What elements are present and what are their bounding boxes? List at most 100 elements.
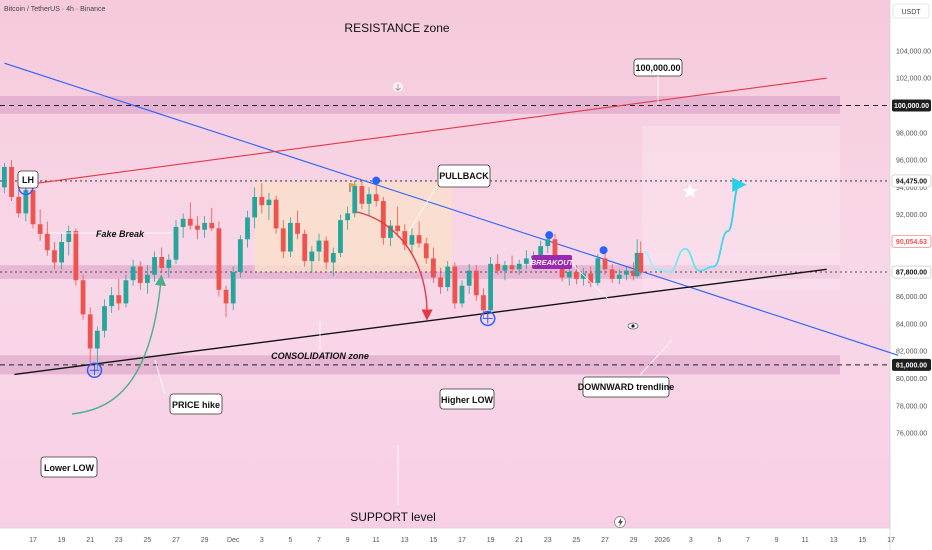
candle-body — [152, 257, 157, 275]
trendline-downward — [4, 62, 899, 356]
candle — [145, 265, 150, 294]
candle-body — [37, 224, 43, 234]
price-tag-label: 81,000.00 — [896, 362, 927, 369]
candle — [73, 228, 79, 286]
y-tick-label: 86,000.00 — [896, 294, 927, 301]
marker-dot-touch-2 — [599, 246, 608, 255]
candle-body — [502, 265, 508, 271]
candle — [123, 274, 129, 308]
candle-body — [431, 258, 436, 278]
candle — [266, 192, 272, 221]
x-tick-label: 7 — [317, 537, 321, 544]
x-tick-label: 15 — [859, 537, 867, 544]
y-tick-label: 82,000.00 — [896, 349, 927, 356]
y-tick-label: 80,000.00 — [896, 376, 927, 383]
candle — [359, 179, 365, 210]
candle-body — [195, 225, 200, 230]
price-tag-label: 87,800.00 — [896, 270, 927, 277]
breakout-label: BREAKOUT — [531, 258, 575, 267]
marker-ring-higher-low — [479, 310, 496, 327]
candle-body — [30, 190, 36, 225]
candle — [173, 220, 179, 264]
candle — [509, 255, 515, 274]
x-tick-label: 3 — [689, 537, 693, 544]
candle — [187, 202, 193, 230]
candle — [30, 188, 36, 229]
candle — [66, 225, 72, 256]
x-tick-label: 17 — [458, 537, 466, 544]
lh-label: LH — [22, 175, 34, 185]
symbol-header: Bitcoin / TetherUS · 4h · Binance — [4, 6, 106, 13]
candle — [87, 307, 93, 365]
lower-low-label: Lower LOW — [44, 463, 95, 473]
lh-label-box — [17, 170, 39, 189]
candle-body — [366, 194, 372, 204]
trendline-leader — [639, 339, 673, 376]
price-tag-label: 90,054.63 — [896, 239, 927, 246]
y-tick-label: 84,000.00 — [896, 321, 927, 328]
candle-body — [634, 252, 640, 277]
lightning-icon[interactable] — [614, 516, 626, 528]
candle-body — [481, 295, 486, 311]
candle-body — [380, 201, 386, 238]
candle-body — [44, 233, 50, 251]
price-tag-box — [892, 99, 931, 112]
candle-body — [52, 250, 57, 263]
price-tag-box — [891, 174, 932, 188]
price-tag: 100,000.00 — [892, 99, 931, 112]
candle — [438, 267, 443, 294]
resistance-zone-label: RESISTANCE zone — [344, 21, 449, 35]
x-tick-label: 5 — [717, 537, 721, 544]
price-hike-label: PRICE hike — [172, 400, 220, 410]
candle — [388, 220, 393, 247]
candle-body — [159, 257, 165, 268]
candle — [631, 262, 636, 281]
target-star-icon — [682, 184, 698, 198]
fake-break-label: Fake Break — [96, 229, 145, 239]
currency-label: USDT — [901, 9, 921, 16]
pullback-arrow — [356, 211, 433, 321]
candle-body — [223, 289, 229, 304]
candle — [52, 242, 57, 270]
projection-path — [643, 177, 747, 273]
x-tick-label: 19 — [487, 537, 495, 544]
price-tag-label: 94,475.00 — [896, 179, 927, 186]
candle — [466, 263, 472, 294]
candle-body — [323, 240, 329, 263]
candle — [302, 229, 308, 267]
pullback-label: PULLBACK — [439, 171, 489, 181]
candle-body — [9, 166, 14, 197]
candle — [137, 261, 143, 290]
marker-ring-lower-low — [86, 362, 103, 379]
x-tick-label: 23 — [544, 537, 552, 544]
candle-body — [216, 228, 222, 290]
candle — [473, 265, 479, 301]
candle-body — [516, 263, 522, 270]
candle — [330, 247, 336, 277]
candle — [409, 228, 415, 255]
breakout-tag — [532, 255, 572, 269]
candle-body — [409, 235, 415, 245]
candle-body — [237, 239, 243, 273]
price-tag: 94,475.00 — [891, 174, 932, 188]
candle — [195, 216, 200, 240]
candle-body — [438, 277, 443, 288]
currency-box[interactable] — [892, 3, 930, 19]
candle-body — [566, 272, 572, 278]
price-tag-box — [891, 265, 932, 279]
candle-body — [16, 196, 22, 214]
y-tick-label: 98,000.00 — [896, 130, 927, 137]
candle — [323, 236, 329, 270]
candle — [152, 251, 157, 282]
candle-body — [616, 274, 622, 279]
candle-body — [1, 166, 7, 188]
candle-body — [288, 222, 293, 252]
x-tick-label: 3 — [260, 537, 264, 544]
candle-body — [266, 199, 272, 206]
candle-body — [280, 228, 286, 252]
candle-body — [452, 266, 458, 304]
candle — [16, 190, 22, 218]
candle-body — [581, 273, 586, 279]
